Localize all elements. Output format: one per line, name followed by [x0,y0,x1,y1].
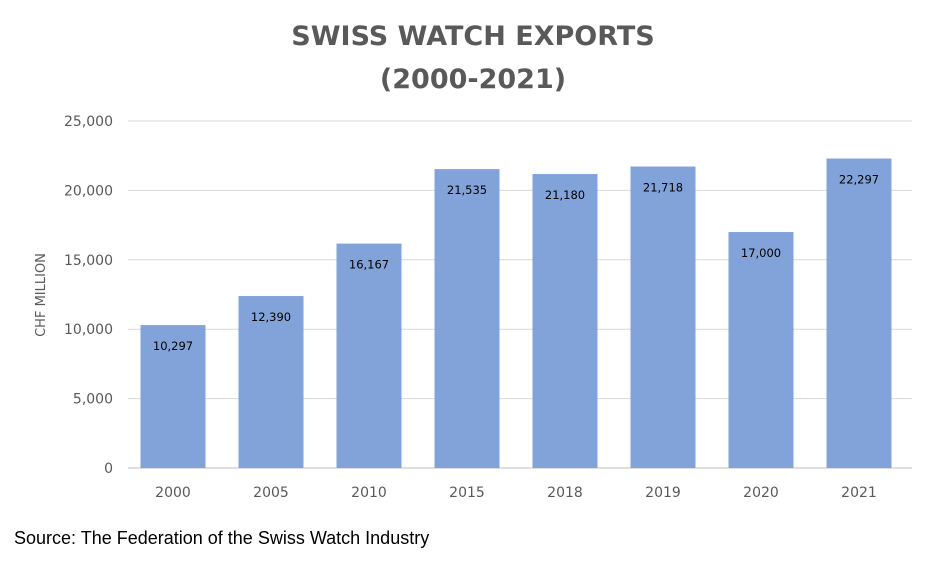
y-tick-label: 10,000 [64,322,113,338]
chart-title-line2: (2000-2021) [380,64,566,95]
y-tick-label: 20,000 [64,183,113,199]
source-note: Source: The Federation of the Swiss Watc… [14,528,430,548]
x-tick-label: 2021 [841,485,877,501]
x-tick-label: 2018 [547,485,583,501]
y-axis-label: CHF MILLION [34,253,49,337]
bar-2005 [238,296,304,468]
x-tick-label: 2010 [351,485,387,501]
data-label: 22,297 [839,173,879,187]
bar-2015 [434,169,500,469]
x-tick-label: 2005 [253,485,289,501]
data-label: 12,390 [251,310,291,324]
data-label: 21,535 [447,183,487,197]
data-label: 21,180 [545,188,585,202]
chart-title-line1: SWISS WATCH EXPORTS [291,21,654,52]
data-label: 10,297 [153,339,193,353]
x-tick-label: 2019 [645,485,681,501]
bar-2019 [630,166,696,469]
bar-2021 [826,158,892,468]
y-tick-label: 5,000 [73,392,113,408]
data-label: 21,718 [643,181,683,195]
y-tick-label: 0 [104,461,113,477]
x-tick-label: 2000 [155,485,191,501]
x-tick-label: 2020 [743,485,779,501]
bar-2020 [728,232,794,468]
x-tick-label: 2015 [449,485,485,501]
bar-2018 [532,174,598,468]
bar-2000 [140,325,206,468]
data-label: 16,167 [349,258,389,272]
y-tick-label: 15,000 [64,253,113,269]
y-tick-label: 25,000 [64,114,113,130]
bar-2010 [336,243,402,468]
data-label: 17,000 [741,246,781,260]
